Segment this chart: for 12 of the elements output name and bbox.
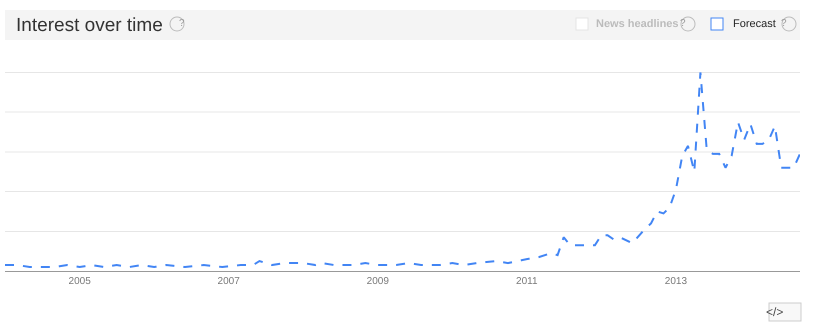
- x-tick-label: 2005: [68, 276, 92, 287]
- text: </>: [766, 305, 784, 319]
- x-tick-label: 2013: [664, 276, 688, 287]
- x-tick-label: 2009: [366, 276, 390, 287]
- x-tick-label: 2011: [516, 276, 538, 287]
- text: Forecast: [733, 18, 776, 30]
- chart-title: Interest over time: [16, 15, 163, 36]
- text: ?: [179, 18, 185, 29]
- text: ?: [680, 18, 686, 29]
- x-tick-label: 2007: [218, 276, 240, 287]
- text: ?: [781, 18, 787, 29]
- text: News headlines: [596, 18, 679, 30]
